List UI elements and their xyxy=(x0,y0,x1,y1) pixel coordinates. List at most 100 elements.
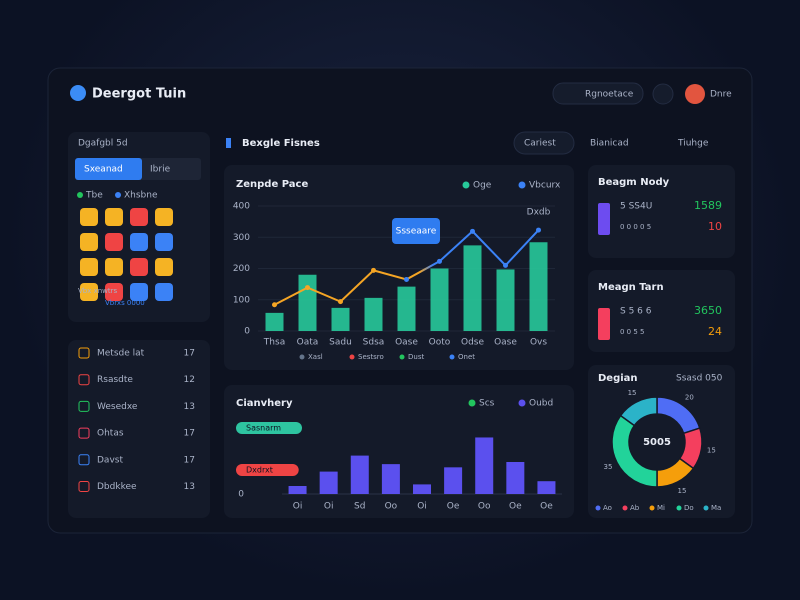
icon xyxy=(130,283,148,301)
icon xyxy=(155,283,173,301)
donut-center: 5005 xyxy=(643,437,671,448)
menu-label[interactable]: Rsasdte xyxy=(97,375,133,385)
menu-icon xyxy=(78,400,90,412)
icon xyxy=(130,208,148,226)
chart-title: Degian xyxy=(598,373,638,384)
logo xyxy=(70,85,86,101)
panel xyxy=(588,165,735,258)
legend-dot xyxy=(649,505,655,511)
legend-dot xyxy=(622,505,628,511)
menu-count: 13 xyxy=(184,402,195,412)
tooltip xyxy=(392,218,440,244)
bar xyxy=(475,437,494,494)
menu-label[interactable]: Davst xyxy=(97,455,123,465)
legend-text: Mi xyxy=(657,504,665,512)
point xyxy=(470,228,475,234)
icon xyxy=(105,233,123,251)
x-tick-label: Oata xyxy=(297,338,319,348)
point xyxy=(272,302,277,308)
menu-count: 13 xyxy=(184,482,195,492)
bar xyxy=(331,307,350,331)
legend-dot xyxy=(595,505,601,511)
bar xyxy=(364,297,383,331)
icon xyxy=(130,258,148,276)
icon xyxy=(155,233,173,251)
toolbar-icon xyxy=(226,138,231,148)
legend-dot xyxy=(77,192,83,198)
x-tick-label: Thsa xyxy=(263,338,285,348)
card-sub: 0 0 5 5 xyxy=(620,328,645,336)
legend-dot xyxy=(299,354,305,360)
x-tick-label: Oe xyxy=(540,502,553,512)
icon xyxy=(130,233,148,251)
bar xyxy=(350,455,369,494)
x-tick-label: Ovs xyxy=(530,338,547,348)
tab[interactable]: Ibrie xyxy=(150,165,171,175)
chart-title: Cianvhery xyxy=(236,398,293,409)
card-delta: 10 xyxy=(708,220,722,233)
y-tick-label: 400 xyxy=(233,202,250,212)
x-tick-label: Oe xyxy=(447,502,460,512)
card-delta: 24 xyxy=(708,325,722,338)
slice-label: 15 xyxy=(678,487,687,495)
search[interactable] xyxy=(552,82,644,105)
legend-text: Ma xyxy=(711,504,721,512)
x-tick-label: Oi xyxy=(293,502,303,512)
menu-count: 12 xyxy=(184,375,195,385)
icon-button[interactable] xyxy=(652,83,674,105)
menu-icon xyxy=(78,481,90,492)
tab-active[interactable] xyxy=(75,158,142,180)
footer-text: Vbrxs 0000 xyxy=(105,299,145,307)
y-tick-label: 300 xyxy=(233,233,250,243)
bar xyxy=(537,481,556,494)
legend-text: Tbe xyxy=(85,191,103,201)
button-text[interactable]: Bianicad xyxy=(590,139,629,149)
bar xyxy=(506,462,525,494)
tooltip-text: Ssseaare xyxy=(396,227,437,237)
point xyxy=(338,299,343,305)
bar xyxy=(430,268,449,331)
button-text[interactable]: Tiuhge xyxy=(677,139,709,149)
bar xyxy=(397,286,416,331)
legend-dot xyxy=(399,354,405,360)
card-bar xyxy=(598,308,610,340)
point xyxy=(404,276,409,282)
menu-label[interactable]: Metsde lat xyxy=(97,349,145,359)
bar xyxy=(288,486,307,494)
menu-count: 17 xyxy=(184,455,195,465)
menu-count: 17 xyxy=(184,349,195,359)
card-sub: 0 0 0 0 5 xyxy=(620,223,651,231)
menu-label[interactable]: Ohtas xyxy=(97,429,124,439)
y-tick-label: 200 xyxy=(233,264,250,274)
menu-icon xyxy=(78,454,90,466)
legend-text: Xasl xyxy=(308,353,323,361)
bar xyxy=(444,467,463,494)
slice-label: 15 xyxy=(628,389,637,397)
menu-count: 17 xyxy=(184,429,195,439)
bar xyxy=(463,245,482,331)
avatar[interactable] xyxy=(685,84,705,104)
icon xyxy=(80,233,98,251)
point xyxy=(437,258,442,264)
point xyxy=(503,262,508,268)
x-tick-label: Oi xyxy=(324,502,334,512)
legend-dot xyxy=(349,354,355,360)
button[interactable] xyxy=(513,131,575,155)
panel xyxy=(68,340,210,518)
legend-dot xyxy=(462,181,470,189)
y-tick-label: 0 xyxy=(244,327,250,337)
x-tick-label: Ooto xyxy=(429,338,451,348)
x-tick-label: Oe xyxy=(509,502,522,512)
legend-text: Do xyxy=(684,504,694,512)
tab: Sxeanad xyxy=(84,165,123,175)
legend-text: Sestsro xyxy=(358,353,384,361)
menu-label[interactable]: Wesedxe xyxy=(97,402,138,412)
icon xyxy=(80,208,98,226)
icon xyxy=(155,208,173,226)
donut-slice xyxy=(619,396,658,427)
legend-dot xyxy=(449,354,455,360)
slice-label: 15 xyxy=(707,447,716,455)
menu-label[interactable]: Dbdkkee xyxy=(97,482,137,492)
progress-bar xyxy=(236,422,302,434)
